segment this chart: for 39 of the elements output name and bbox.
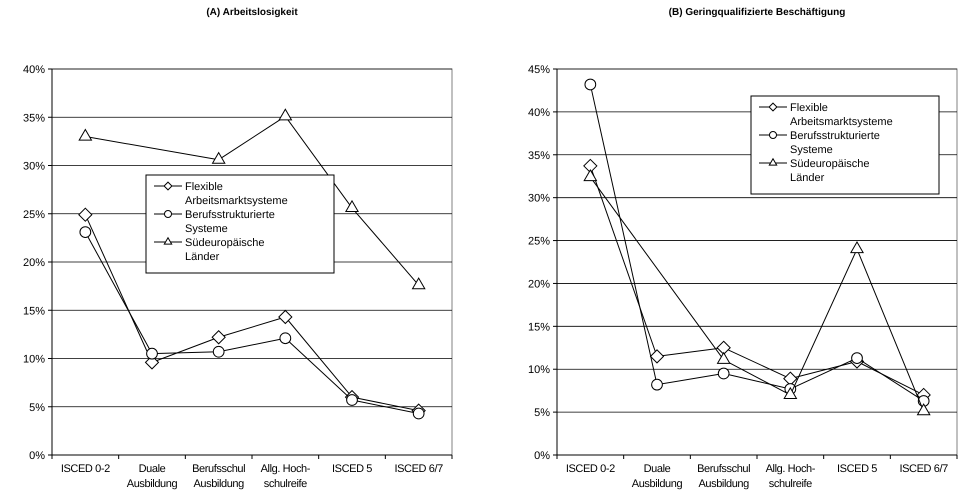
y-tick-label: 25%	[528, 236, 550, 248]
legend-label: Südeuropäische Länder	[185, 237, 265, 263]
x-tick-label: ISCED 0-2	[60, 463, 110, 475]
y-tick-label: 5%	[534, 407, 550, 420]
x-tick-label: ISCED 5	[837, 463, 878, 475]
y-tick-label: 40%	[528, 106, 550, 119]
y-tick-label: 15%	[528, 321, 550, 334]
legend-label: Flexible Arbeitsmarktsysteme	[185, 181, 288, 207]
y-tick-label: 20%	[528, 278, 550, 290]
y-tick-label: 25%	[22, 208, 46, 221]
x-tick-label: Allg. Hoch- schulreife	[766, 463, 816, 490]
x-tick-label: Duale Ausbildung	[632, 463, 682, 490]
y-tick-label: 5%	[29, 402, 46, 414]
x-tick-label: ISCED 0-2	[566, 463, 616, 475]
legend-label: Flexible Arbeitsmarktsysteme	[790, 102, 893, 128]
chart-title: (B) Geringqualifizierte Beschäftigung	[668, 7, 846, 18]
x-tick-label: ISCED 6/7	[394, 463, 444, 475]
y-tick-label: 35%	[528, 150, 550, 162]
y-tick-label: 30%	[528, 192, 550, 205]
y-tick-label: 0%	[534, 450, 550, 462]
y-tick-label: 35%	[22, 112, 46, 124]
y-tick-label: 20%	[22, 257, 46, 269]
y-tick-label: 10%	[22, 354, 46, 366]
y-tick-label: 40%	[22, 64, 46, 76]
chart-title: (A) Arbeitslosigkeit	[206, 7, 298, 18]
legend-label: Berufsstrukturierte Systeme	[185, 209, 275, 235]
x-tick-label: Berufsschul Ausbildung	[192, 463, 246, 490]
y-tick-label: 45%	[528, 64, 550, 76]
y-tick-label: 30%	[22, 160, 46, 172]
x-tick-label: Duale Ausbildung	[126, 463, 178, 490]
x-tick-label: ISCED 5	[332, 463, 372, 475]
y-tick-label: 15%	[22, 305, 46, 318]
y-tick-label: 10%	[528, 364, 550, 376]
legend-label: Südeuropäische Länder	[790, 158, 870, 184]
x-tick-label: Allg. Hoch- schulreife	[260, 463, 311, 490]
x-tick-label: Berufsschul Ausbildung	[697, 463, 750, 490]
x-tick-label: ISCED 6/7	[899, 463, 948, 475]
y-tick-label: 0%	[29, 450, 46, 462]
legend-label: Berufsstrukturierte Systeme	[790, 130, 880, 156]
